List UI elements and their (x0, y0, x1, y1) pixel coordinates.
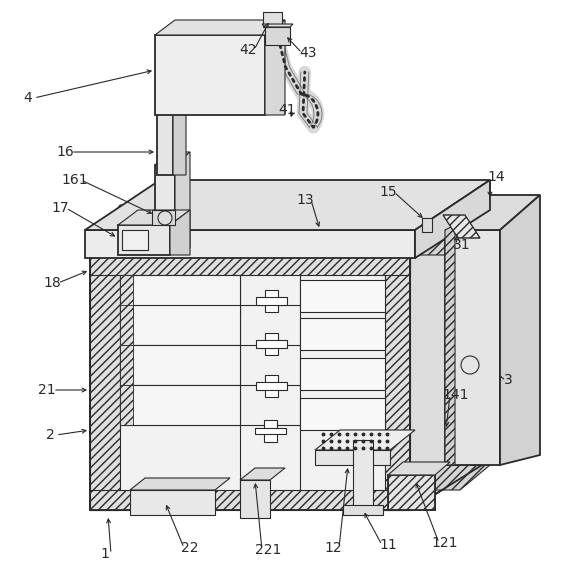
Polygon shape (263, 12, 282, 27)
Polygon shape (415, 180, 490, 258)
Polygon shape (90, 255, 410, 510)
Polygon shape (264, 420, 277, 442)
Polygon shape (120, 345, 240, 385)
Polygon shape (155, 152, 190, 165)
Text: 16: 16 (56, 145, 74, 159)
Text: 12: 12 (324, 541, 342, 555)
Text: 18: 18 (43, 276, 61, 290)
Text: 22: 22 (181, 541, 199, 555)
Text: 14: 14 (487, 170, 505, 184)
Polygon shape (130, 490, 215, 515)
Polygon shape (315, 450, 390, 465)
Polygon shape (300, 398, 385, 430)
Polygon shape (422, 218, 432, 232)
Polygon shape (410, 465, 490, 490)
Polygon shape (120, 275, 240, 315)
Polygon shape (460, 205, 490, 460)
Polygon shape (175, 152, 190, 248)
Polygon shape (353, 440, 373, 510)
Text: 141: 141 (443, 388, 469, 402)
Polygon shape (256, 340, 287, 348)
Text: 1: 1 (101, 547, 109, 561)
Polygon shape (315, 430, 415, 450)
Polygon shape (265, 290, 278, 312)
Polygon shape (90, 255, 120, 510)
Polygon shape (85, 230, 415, 258)
Polygon shape (443, 215, 480, 238)
Text: 161: 161 (62, 173, 88, 187)
Polygon shape (170, 210, 190, 255)
Polygon shape (90, 205, 145, 255)
Polygon shape (155, 20, 285, 35)
Polygon shape (90, 490, 410, 510)
Polygon shape (445, 230, 500, 465)
Polygon shape (155, 35, 265, 115)
Text: 15: 15 (379, 185, 397, 199)
Text: 41: 41 (278, 103, 296, 117)
Polygon shape (240, 480, 270, 518)
Text: 11: 11 (379, 538, 397, 552)
Polygon shape (155, 165, 175, 248)
Polygon shape (173, 90, 186, 175)
Polygon shape (262, 24, 293, 27)
Polygon shape (256, 297, 287, 305)
Polygon shape (120, 345, 133, 385)
Polygon shape (152, 210, 175, 225)
Polygon shape (85, 180, 490, 230)
Text: 21: 21 (38, 383, 56, 397)
Polygon shape (385, 255, 410, 510)
Polygon shape (300, 358, 385, 390)
Text: 3: 3 (504, 373, 512, 387)
Polygon shape (388, 475, 435, 510)
Polygon shape (300, 280, 385, 312)
Circle shape (158, 211, 172, 225)
Polygon shape (90, 255, 410, 275)
Text: 221: 221 (255, 543, 281, 557)
Polygon shape (255, 428, 286, 434)
Polygon shape (118, 225, 170, 255)
Text: 13: 13 (296, 193, 314, 207)
Polygon shape (256, 382, 287, 390)
Polygon shape (157, 100, 173, 175)
Text: 42: 42 (239, 43, 257, 57)
Polygon shape (130, 478, 230, 490)
Polygon shape (122, 230, 148, 250)
Polygon shape (385, 205, 490, 255)
Text: 43: 43 (299, 46, 317, 60)
Polygon shape (343, 505, 383, 515)
Polygon shape (500, 195, 540, 465)
Polygon shape (265, 333, 278, 355)
Polygon shape (240, 468, 285, 480)
Polygon shape (265, 375, 278, 397)
Polygon shape (120, 275, 133, 315)
Polygon shape (445, 225, 455, 465)
Polygon shape (445, 195, 540, 230)
Polygon shape (120, 385, 240, 425)
Polygon shape (410, 230, 490, 255)
Polygon shape (120, 305, 133, 345)
Polygon shape (157, 90, 186, 100)
Polygon shape (90, 205, 490, 255)
Text: 17: 17 (51, 201, 69, 215)
Polygon shape (410, 205, 490, 510)
Polygon shape (388, 462, 450, 475)
Text: 31: 31 (453, 238, 471, 252)
Polygon shape (265, 27, 290, 45)
Polygon shape (300, 318, 385, 350)
Polygon shape (120, 385, 133, 425)
Text: 121: 121 (432, 536, 458, 550)
Polygon shape (120, 305, 240, 345)
Text: 2: 2 (46, 428, 54, 442)
Polygon shape (118, 210, 190, 225)
Polygon shape (265, 20, 285, 115)
Text: 4: 4 (24, 91, 32, 105)
